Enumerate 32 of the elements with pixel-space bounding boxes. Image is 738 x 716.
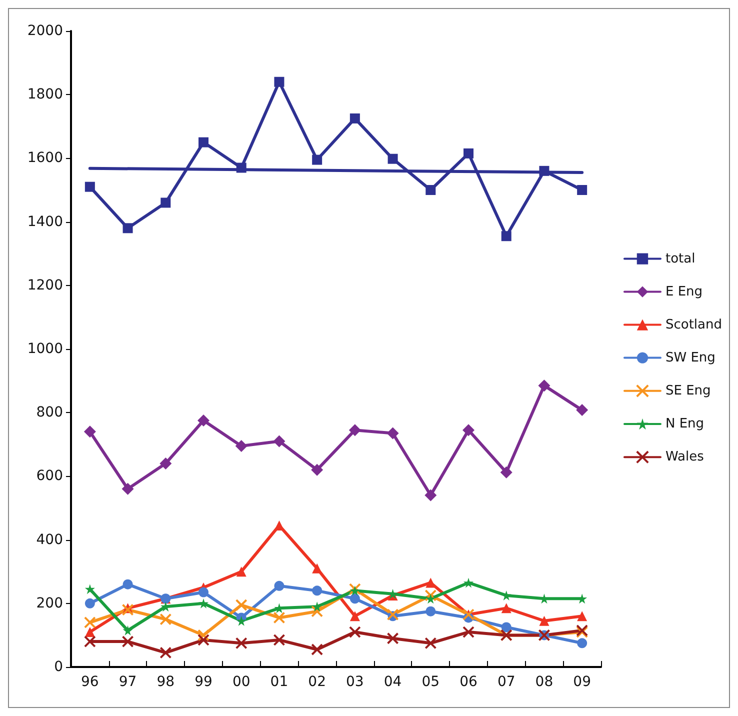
x-tick-label: 02 bbox=[308, 674, 326, 690]
legend-label: SE Eng bbox=[665, 383, 711, 398]
y-tick-label: 1200 bbox=[27, 277, 63, 294]
y-tick-label: 2000 bbox=[27, 23, 63, 39]
x-tick-label: 03 bbox=[346, 674, 364, 690]
y-tick-label: 1600 bbox=[27, 150, 63, 166]
y-tick-label: 400 bbox=[36, 532, 63, 548]
x-tick-label: 04 bbox=[384, 674, 402, 690]
x-tick-label: 97 bbox=[118, 674, 137, 690]
legend-label: SW Eng bbox=[665, 350, 716, 366]
y-tick-label: 0 bbox=[54, 659, 63, 675]
y-tick-label: 1400 bbox=[27, 214, 63, 230]
x-tick-label: 05 bbox=[422, 674, 440, 690]
legend-label: E Eng bbox=[665, 284, 703, 300]
legend-label: Scotland bbox=[665, 317, 722, 332]
x-tick-label: 00 bbox=[232, 674, 250, 690]
x-tick-label: 09 bbox=[573, 674, 591, 690]
legend-label: Wales bbox=[665, 450, 704, 465]
x-tick-label: 07 bbox=[497, 674, 516, 690]
y-tick-label: 800 bbox=[36, 404, 63, 421]
x-tick-label: 08 bbox=[535, 674, 554, 690]
x-tick-label: 01 bbox=[270, 674, 288, 690]
x-tick-label: 99 bbox=[194, 674, 212, 690]
y-tick-label: 1000 bbox=[27, 341, 63, 357]
y-tick-label: 1800 bbox=[27, 86, 63, 103]
x-tick-label: 98 bbox=[156, 674, 175, 690]
x-tick-label: 96 bbox=[81, 674, 99, 690]
y-tick-label: 600 bbox=[36, 468, 63, 484]
legend-label: total bbox=[665, 251, 696, 266]
y-tick-label: 200 bbox=[36, 595, 63, 612]
legend-label: N Eng bbox=[665, 416, 704, 432]
x-tick-label: 06 bbox=[460, 674, 478, 690]
